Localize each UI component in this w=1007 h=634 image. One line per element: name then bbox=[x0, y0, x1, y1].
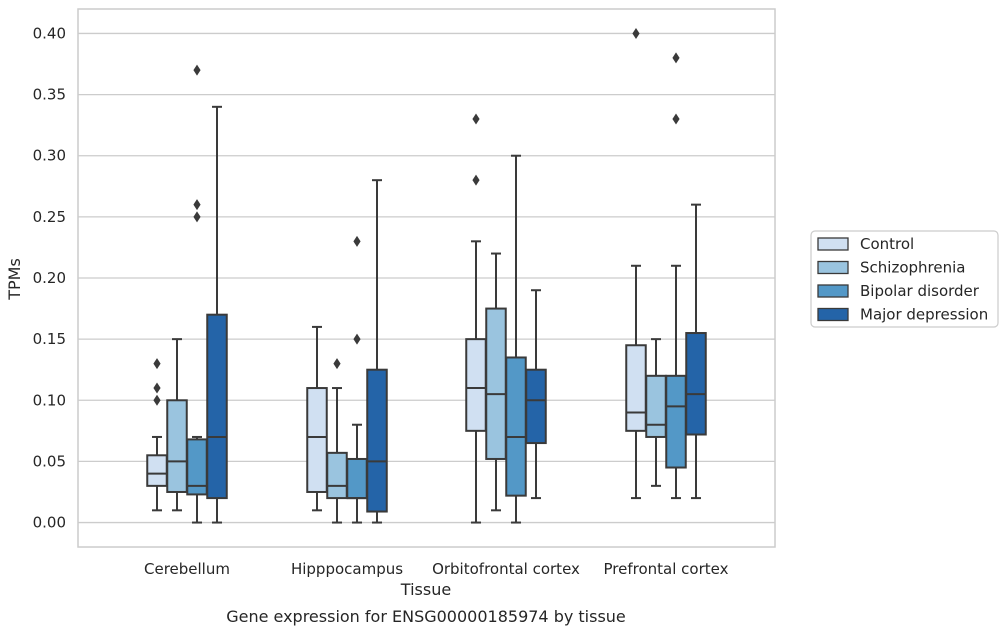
outlier-point bbox=[193, 199, 201, 211]
y-tick-label: 0.00 bbox=[33, 514, 66, 532]
x-axis-ticks: Cerebellum Hipppocampus Orbitofrontal cort… bbox=[144, 560, 729, 578]
box bbox=[665, 374, 687, 469]
outlier-point bbox=[353, 333, 361, 345]
box bbox=[166, 399, 188, 493]
y-axis-ticks: 0.00 0.05 0.10 0.15 0.20 0.25 0.30 0.35 0.40 bbox=[33, 24, 66, 531]
y-tick-label: 0.15 bbox=[33, 330, 66, 348]
box bbox=[206, 313, 228, 500]
outlier-point bbox=[193, 211, 201, 223]
box bbox=[306, 387, 328, 493]
legend-frame bbox=[810, 230, 999, 328]
box bbox=[685, 332, 707, 436]
outlier-point bbox=[193, 64, 201, 76]
legend-label: Schizophrenia bbox=[860, 259, 965, 277]
series-group bbox=[166, 252, 667, 524]
legend: Control Schizophrenia Bipolar disorder Majo… bbox=[810, 230, 999, 328]
box bbox=[625, 344, 647, 432]
x-tick-label: Prefrontal cortex bbox=[604, 560, 729, 578]
outlier-point bbox=[472, 174, 480, 186]
box bbox=[146, 454, 168, 487]
outlier-point bbox=[333, 358, 341, 370]
y-tick-label: 0.10 bbox=[33, 391, 66, 409]
y-tick-label: 0.40 bbox=[33, 24, 66, 42]
box bbox=[346, 457, 368, 500]
box bbox=[366, 368, 388, 513]
y-tick-label: 0.35 bbox=[33, 86, 66, 104]
box-series bbox=[146, 27, 707, 524]
outlier-point bbox=[632, 27, 640, 39]
x-tick-label: Orbitofrontal cortex bbox=[432, 560, 580, 578]
box bbox=[485, 307, 507, 460]
x-tick-label: Hipppocampus bbox=[291, 560, 403, 578]
outlier-point bbox=[153, 382, 161, 394]
outlier-point bbox=[353, 235, 361, 247]
legend-swatch bbox=[817, 284, 849, 298]
y-tick-label: 0.25 bbox=[33, 208, 66, 226]
x-axis-title: Tissue bbox=[400, 580, 451, 599]
box bbox=[465, 338, 487, 432]
legend-swatch bbox=[817, 237, 849, 251]
y-tick-label: 0.05 bbox=[33, 452, 66, 470]
y-axis-title: TPMs bbox=[5, 258, 24, 301]
box bbox=[525, 368, 547, 445]
legend-swatch bbox=[817, 307, 849, 322]
y-tick-label: 0.20 bbox=[33, 269, 66, 287]
box bbox=[645, 374, 667, 438]
legend-swatch bbox=[817, 260, 849, 275]
box bbox=[326, 451, 348, 500]
outlier-point bbox=[153, 394, 161, 406]
plot-area-frame bbox=[77, 8, 776, 548]
outlier-point bbox=[672, 113, 680, 125]
series-group bbox=[146, 27, 647, 524]
x-tick-label: Cerebellum bbox=[144, 560, 230, 578]
chart-caption: Gene expression for ENSG00000185974 by t… bbox=[226, 607, 626, 626]
outlier-point bbox=[672, 52, 680, 64]
outlier-point bbox=[153, 358, 161, 370]
y-tick-label: 0.30 bbox=[33, 147, 66, 165]
outlier-point bbox=[472, 113, 480, 125]
series-group bbox=[206, 105, 707, 524]
legend-label: Control bbox=[860, 235, 914, 253]
box bbox=[505, 356, 527, 497]
legend-label: Bipolar disorder bbox=[860, 282, 980, 300]
legend-label: Major depression bbox=[860, 306, 988, 324]
series-group bbox=[186, 52, 687, 524]
